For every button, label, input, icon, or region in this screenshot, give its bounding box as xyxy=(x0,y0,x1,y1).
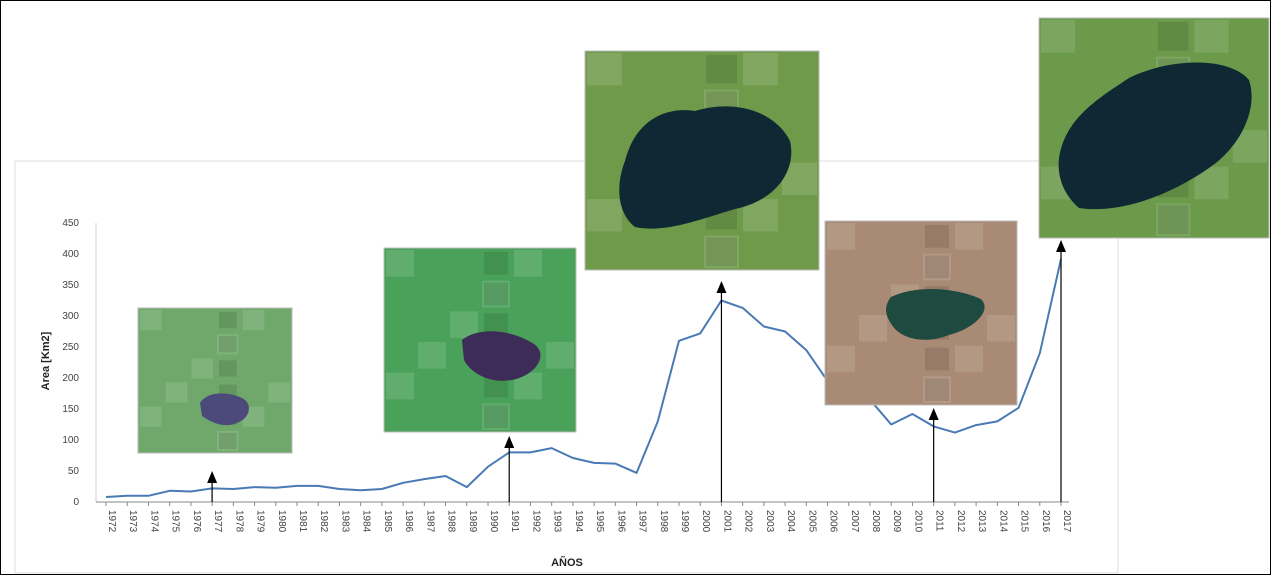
x-tick-label: 2001 xyxy=(721,510,732,533)
lake-1991-thumbnail xyxy=(383,247,577,433)
x-tick-label: 1992 xyxy=(530,510,541,533)
x-tick-label: 1984 xyxy=(361,510,372,533)
satellite-thumbnails xyxy=(137,17,1270,454)
y-tick-label: 450 xyxy=(62,218,79,229)
x-tick-label: 2007 xyxy=(849,510,860,533)
x-tick-label: 1979 xyxy=(255,510,266,533)
x-tick-label: 1977 xyxy=(212,510,223,533)
x-tick-label: 1973 xyxy=(127,510,138,533)
x-tick-label: 1989 xyxy=(467,510,478,533)
x-tick-label: 1986 xyxy=(403,510,414,533)
x-tick-label: 2009 xyxy=(891,510,902,533)
x-tick-label: 1995 xyxy=(594,510,605,533)
y-tick-label: 100 xyxy=(62,435,79,446)
x-tick-label: 1975 xyxy=(170,510,181,533)
x-tick-label: 1981 xyxy=(297,510,308,533)
x-tick-label: 2016 xyxy=(1040,510,1051,533)
y-axis: 0 50 100 150 200 250 300 350 400 450 xyxy=(62,218,97,508)
y-tick-label: 400 xyxy=(62,249,79,260)
x-tick-label: 2017 xyxy=(1061,510,1072,533)
x-axis: 1972 1973 1974 1975 1976 1977 1978 1979 1980 1981… xyxy=(96,501,1072,533)
arrow-head xyxy=(504,436,515,448)
x-tick-label: 2008 xyxy=(870,510,881,533)
x-tick-label: 1983 xyxy=(339,510,350,533)
lake-shape xyxy=(1058,62,1252,210)
arrow-head xyxy=(928,408,939,420)
y-tick-label: 250 xyxy=(62,342,79,353)
lake-shape xyxy=(462,331,541,381)
y-tick-label: 0 xyxy=(73,497,79,508)
x-tick-label: 1990 xyxy=(488,510,499,533)
y-tick-label: 200 xyxy=(62,373,79,384)
x-tick-label: 2003 xyxy=(764,510,775,533)
lake-shape xyxy=(619,106,792,229)
x-tick-label: 2012 xyxy=(955,510,966,533)
x-axis-title: AÑOS xyxy=(551,556,583,569)
x-tick-label: 2013 xyxy=(976,510,987,533)
x-tick-label: 1993 xyxy=(552,510,563,533)
x-tick-label: 1972 xyxy=(106,510,117,533)
x-tick-label: 2005 xyxy=(806,510,817,533)
x-tick-label: 1998 xyxy=(658,510,669,533)
lake-shape xyxy=(886,288,985,340)
x-tick-label: 1978 xyxy=(233,510,244,533)
x-tick-label: 1999 xyxy=(679,510,690,533)
y-tick-label: 350 xyxy=(62,280,79,291)
x-tick-label: 2014 xyxy=(997,510,1008,533)
x-tick-label: 1987 xyxy=(424,510,435,533)
x-tick-label: 2006 xyxy=(828,510,839,533)
arrow-head xyxy=(1056,240,1066,252)
arrow-head xyxy=(716,281,727,293)
lake-2001-thumbnail xyxy=(584,50,820,271)
x-tick-label: 1982 xyxy=(318,510,329,533)
x-tick-label: 2004 xyxy=(785,510,796,533)
x-tick-label: 1991 xyxy=(509,510,520,533)
x-tick-label: 1994 xyxy=(573,510,584,533)
x-tick-label: 2000 xyxy=(700,510,711,533)
arrow-head xyxy=(207,471,218,483)
area-series-line xyxy=(105,258,1062,498)
x-tick-label: 1996 xyxy=(615,510,626,533)
y-tick-label: 300 xyxy=(62,311,79,322)
x-tick-label: 1974 xyxy=(148,510,159,533)
x-tick-label: 2015 xyxy=(1019,510,1030,533)
annotation-arrows xyxy=(207,240,1066,502)
x-tick-label: 1985 xyxy=(382,510,393,533)
x-tick-label: 1988 xyxy=(446,510,457,533)
lake-shape xyxy=(200,393,249,426)
y-tick-label: 150 xyxy=(62,404,79,415)
y-axis-title: Area [Km2] xyxy=(40,331,52,390)
x-tick-label: 2010 xyxy=(912,510,923,533)
lake-2011-thumbnail xyxy=(824,220,1018,406)
x-tick-label: 1976 xyxy=(191,510,202,533)
lake-2017-thumbnail xyxy=(1038,17,1270,239)
lake-1977-thumbnail xyxy=(137,307,293,454)
y-tick-label: 50 xyxy=(68,466,80,477)
x-tick-label: 1980 xyxy=(276,510,287,533)
x-tick-label: 1997 xyxy=(637,510,648,533)
x-tick-label: 2011 xyxy=(934,510,945,532)
x-tick-label: 2002 xyxy=(743,510,754,533)
